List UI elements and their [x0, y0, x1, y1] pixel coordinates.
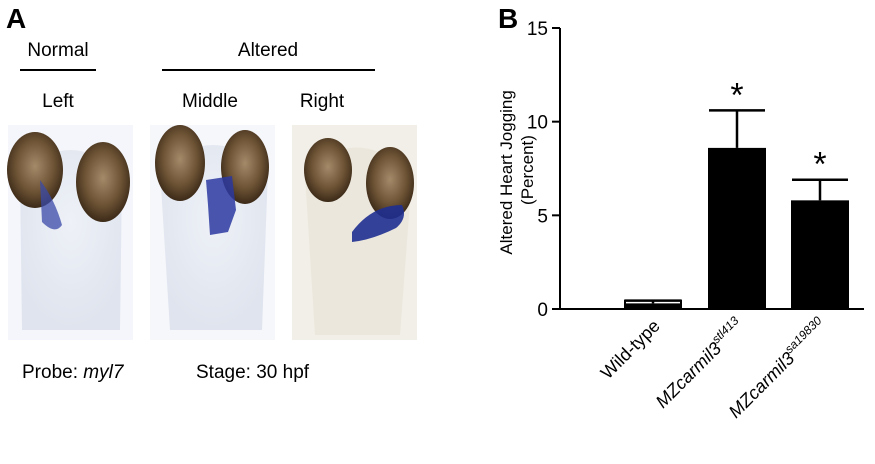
y-axis-title: Altered Heart Jogging (Percent): [497, 85, 537, 254]
probe-line: Probe: myl7: [22, 362, 125, 383]
column-label: Middle: [182, 91, 238, 112]
column-label: Left: [42, 91, 74, 112]
y-tick-label: 15: [527, 19, 548, 40]
category-name: MZcarmil3: [725, 348, 799, 422]
embryo-image: [292, 125, 417, 340]
stage-line: Stage: 30 hpf: [196, 362, 310, 383]
panel-label: A: [6, 3, 26, 34]
y-tick-label: 10: [527, 113, 548, 134]
x-tick-label: MZcarmil3sa19830: [723, 313, 831, 421]
y-axis-title-line: Altered Heart Jogging: [497, 90, 516, 254]
category-name: MZcarmil3: [652, 338, 726, 412]
y-tick-label: 5: [537, 206, 548, 227]
category-name: Wild-type: [597, 316, 664, 383]
y-tick-label: 0: [537, 300, 548, 321]
bar: [791, 200, 849, 309]
column-label: Right: [300, 91, 345, 112]
significance-marker: *: [730, 76, 743, 114]
significance-marker: *: [813, 146, 826, 184]
stage-label: Stage:: [196, 362, 251, 383]
allele-superscript: stl413: [709, 313, 742, 346]
y-axis-title-line: (Percent): [518, 135, 537, 205]
group-label: Normal: [27, 40, 88, 61]
probe-label: Probe:: [22, 362, 78, 383]
x-tick-label: Wild-type: [597, 316, 664, 383]
probe-value: myl7: [83, 362, 125, 383]
allele-superscript: sa19830: [782, 313, 825, 356]
group-label: Altered: [238, 40, 298, 61]
stage-value: 30 hpf: [256, 362, 310, 383]
embryo-image: [7, 125, 133, 340]
panel-label: B: [498, 3, 518, 34]
bar-outline: [624, 299, 682, 311]
bar: [624, 303, 682, 309]
embryo-image: [150, 125, 275, 340]
x-tick-label: MZcarmil3stl413: [650, 313, 749, 412]
bar: [708, 147, 766, 309]
